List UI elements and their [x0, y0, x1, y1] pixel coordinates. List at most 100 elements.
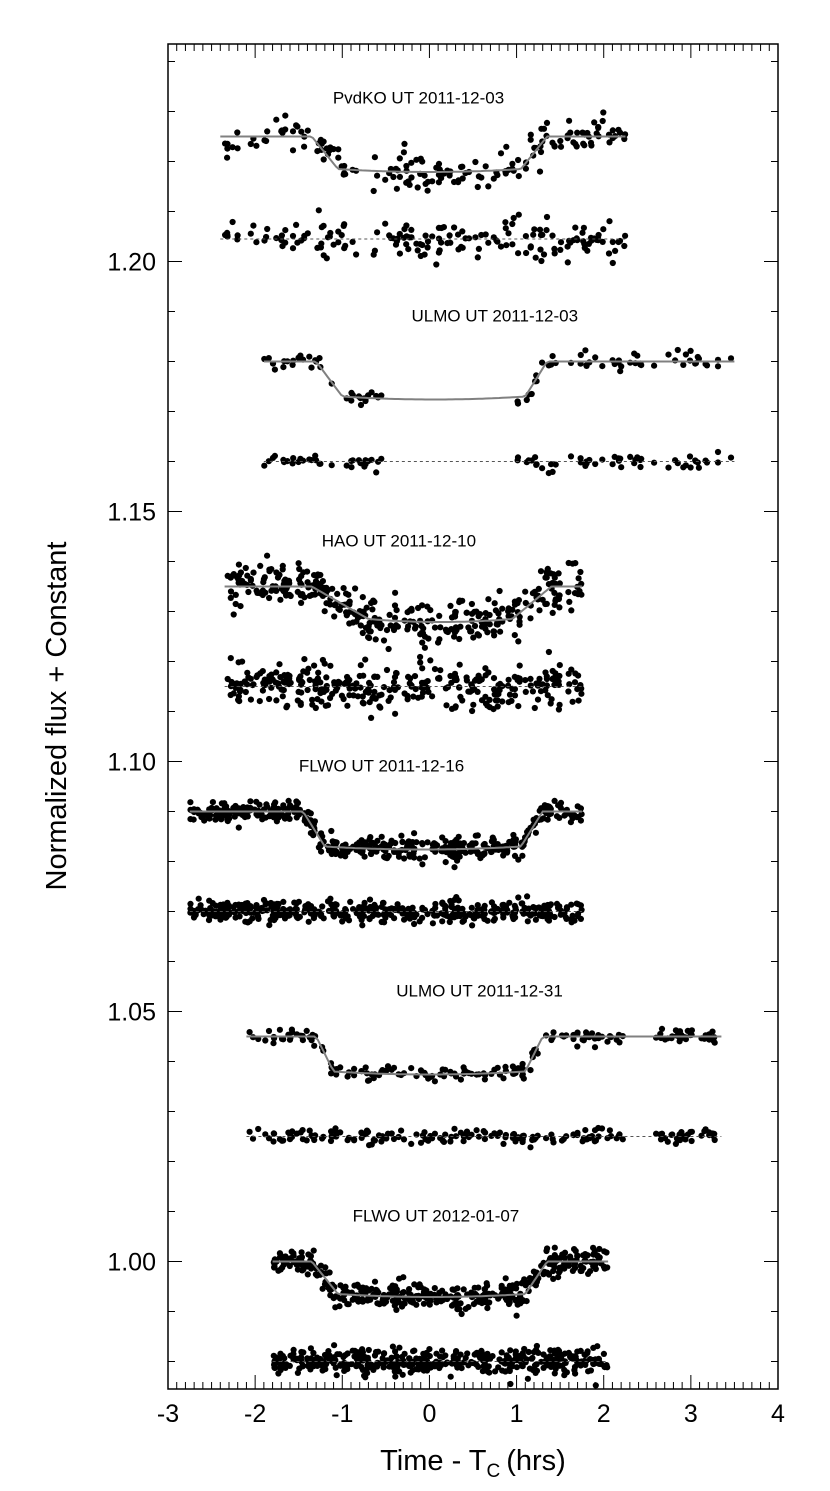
- residual-point: [392, 710, 399, 717]
- data-point: [509, 606, 516, 613]
- data-point: [680, 361, 687, 368]
- residual-point: [281, 679, 288, 686]
- residual-point: [452, 703, 459, 710]
- residual-point: [606, 218, 613, 225]
- residual-point: [484, 917, 491, 924]
- residual-point: [259, 687, 266, 694]
- series-label: PvdKO UT 2011-12-03: [333, 89, 504, 108]
- residual-point: [359, 1346, 366, 1353]
- residual-point: [571, 1367, 578, 1374]
- residual-point: [577, 682, 584, 689]
- residual-point: [551, 250, 558, 257]
- data-point: [437, 1298, 445, 1305]
- data-point: [359, 1296, 366, 1303]
- residual-point: [595, 231, 602, 239]
- residual-point: [197, 902, 204, 909]
- data-point: [406, 853, 413, 860]
- residual-point: [353, 1356, 361, 1363]
- residual-point: [513, 1364, 521, 1371]
- data-point: [468, 628, 475, 635]
- residual-point: [260, 896, 268, 904]
- data-point: [571, 1246, 578, 1253]
- residual-point: [651, 459, 658, 466]
- residual-point: [344, 1137, 351, 1144]
- residual-point: [615, 1132, 623, 1139]
- residual-point: [549, 232, 556, 239]
- data-point: [289, 128, 297, 135]
- data-point: [306, 592, 313, 600]
- data-point: [304, 579, 311, 586]
- residual-point: [419, 904, 426, 912]
- residual-point: [527, 244, 534, 251]
- residual-point: [299, 457, 307, 464]
- data-point: [409, 1298, 416, 1306]
- residual-point: [444, 684, 451, 691]
- data-point: [278, 128, 285, 135]
- data-point: [324, 586, 332, 594]
- data-point: [522, 165, 530, 172]
- residual-point: [462, 235, 469, 242]
- residual-point: [561, 1366, 568, 1373]
- residual-point: [551, 1347, 558, 1354]
- residual-point: [389, 1361, 396, 1368]
- residual-point: [315, 207, 322, 214]
- data-point: [591, 1044, 599, 1051]
- residual-point: [295, 688, 302, 696]
- residual-point: [415, 694, 422, 701]
- residual-point: [509, 1134, 516, 1141]
- data-point: [286, 1036, 294, 1043]
- data-point: [548, 361, 555, 368]
- residual-point: [451, 670, 459, 677]
- residual-point: [246, 1128, 253, 1135]
- data-point: [308, 364, 315, 371]
- residual-point: [429, 693, 436, 700]
- data-point: [682, 351, 690, 358]
- data-point: [371, 598, 378, 606]
- residual-point: [273, 1356, 280, 1363]
- data-point: [522, 588, 529, 595]
- residual-point: [568, 901, 575, 908]
- residual-point: [299, 1127, 306, 1134]
- data-point: [502, 170, 509, 177]
- data-point: [342, 1284, 349, 1291]
- data-point: [247, 140, 254, 148]
- residual-point: [392, 1348, 399, 1355]
- data-point: [279, 562, 286, 570]
- data-point: [369, 839, 376, 846]
- residual-point: [714, 448, 722, 456]
- data-point: [425, 635, 432, 642]
- residual-point: [499, 698, 506, 705]
- data-point: [242, 564, 249, 572]
- data-point: [419, 639, 426, 646]
- residual-point: [543, 227, 550, 234]
- residual-point: [500, 914, 507, 921]
- residual-point: [271, 1364, 278, 1372]
- light-curve-series: FLWO UT 2012-01-07: [270, 1207, 611, 1389]
- data-point: [227, 588, 235, 595]
- residual-point: [573, 1357, 580, 1364]
- residual-point: [599, 238, 606, 245]
- residual-point: [515, 894, 522, 901]
- residual-point: [481, 1359, 488, 1366]
- residual-point: [515, 1134, 522, 1141]
- data-point: [386, 611, 393, 619]
- residual-point: [612, 247, 619, 254]
- residual-point: [303, 902, 310, 909]
- residual-point: [373, 469, 380, 476]
- data-point: [385, 852, 392, 860]
- residual-point: [371, 673, 378, 680]
- residual-point: [287, 906, 294, 913]
- residual-point: [256, 907, 263, 914]
- data-point: [396, 173, 403, 180]
- residual-point: [306, 1127, 313, 1134]
- data-point: [687, 347, 694, 354]
- data-point: [569, 815, 576, 822]
- data-point: [391, 602, 399, 609]
- residual-point: [327, 229, 334, 237]
- residual-point: [515, 703, 522, 710]
- data-point: [264, 552, 271, 559]
- residual-point: [223, 903, 230, 910]
- data-point: [592, 354, 599, 361]
- data-point: [333, 849, 340, 856]
- data-point: [362, 1064, 369, 1071]
